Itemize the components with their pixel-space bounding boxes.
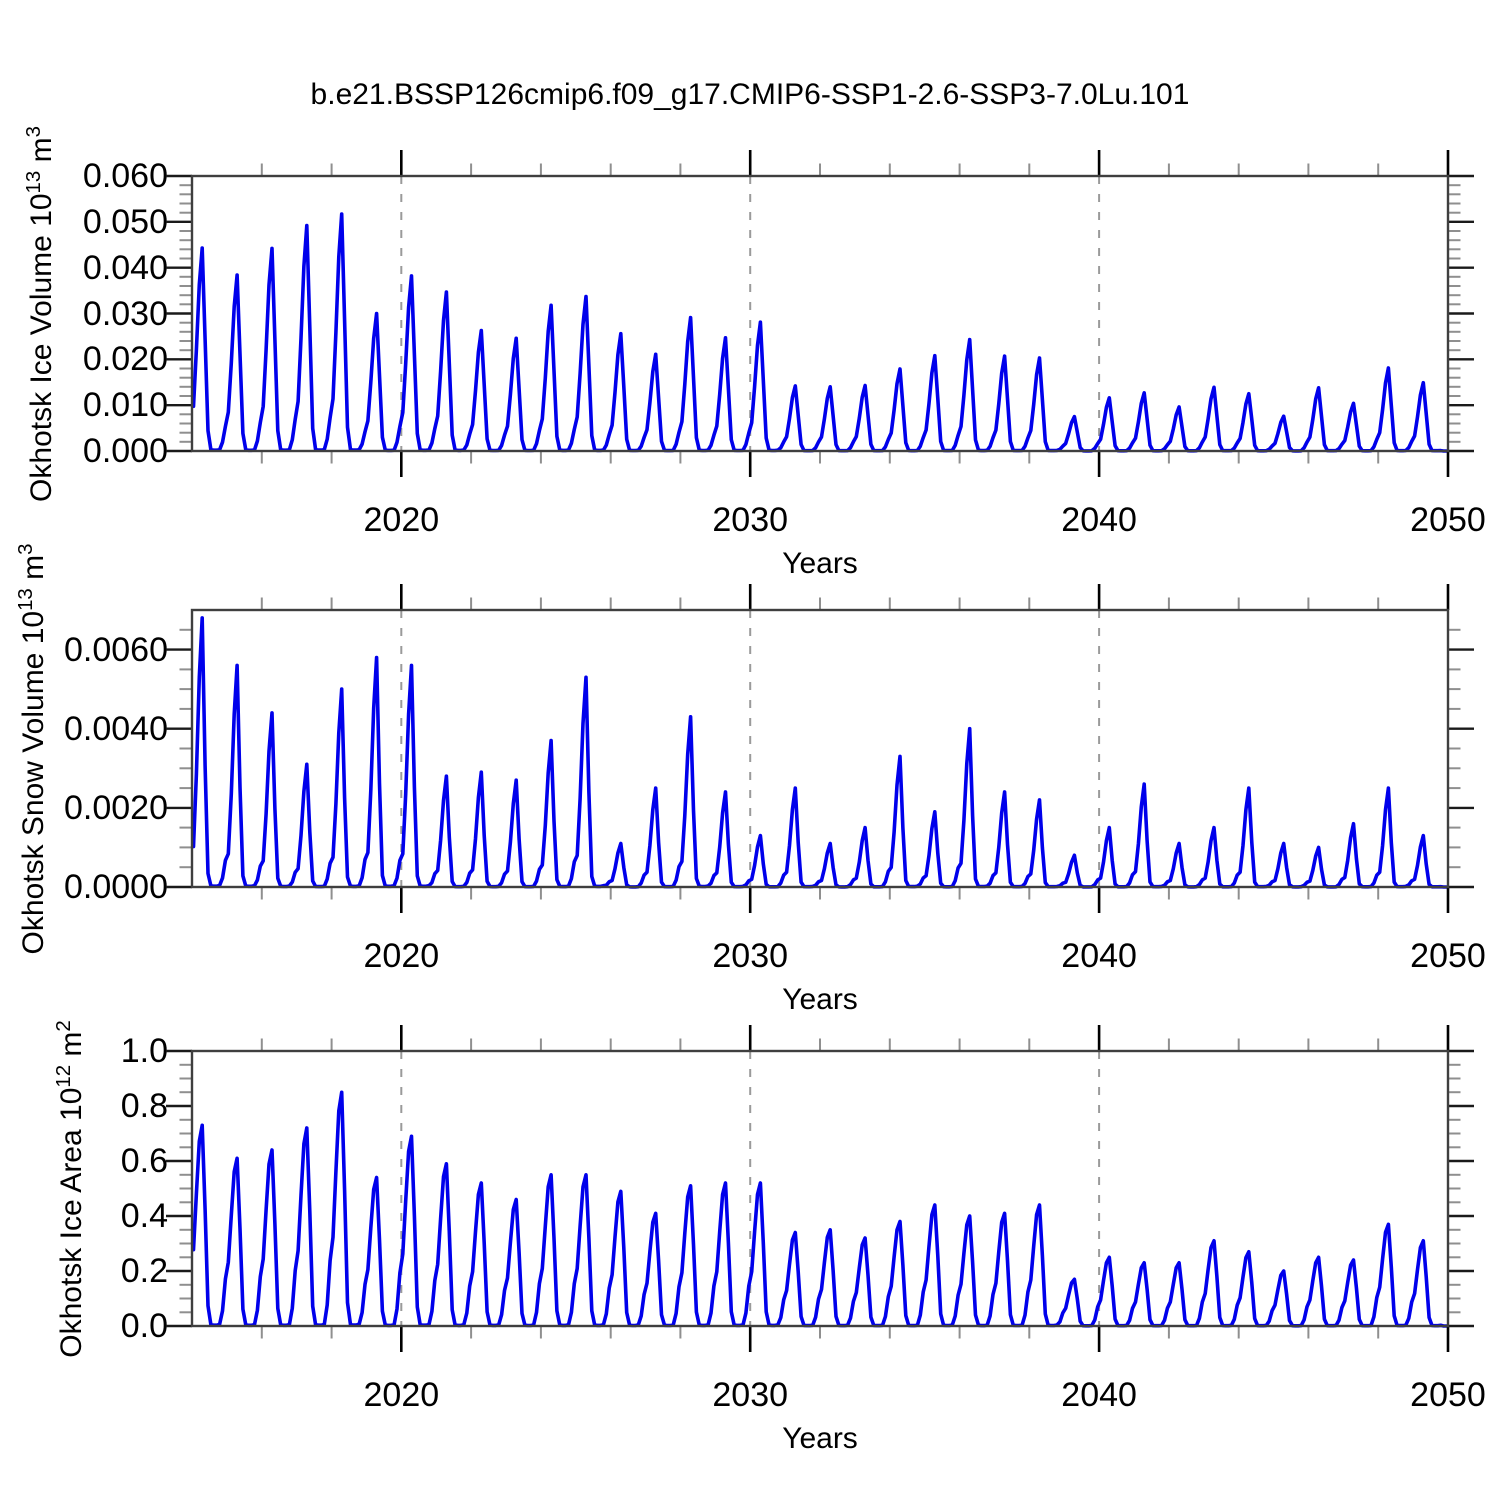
x-tick-label: 2020 bbox=[363, 501, 440, 539]
superscript: 13 bbox=[15, 587, 37, 611]
y-tick-label: 0.000 bbox=[82, 432, 168, 470]
y-tick-label: 0.4 bbox=[120, 1197, 168, 1235]
plot-frame bbox=[190, 174, 1450, 453]
y-tick-label: 0.0000 bbox=[64, 868, 168, 906]
plot-frame bbox=[190, 1049, 1450, 1328]
x-tick-label: 2020 bbox=[363, 937, 440, 975]
x-tick-label: 2040 bbox=[1061, 1376, 1137, 1414]
figure-title: b.e21.BSSP126cmip6.f09_g17.CMIP6-SSP1-2.… bbox=[310, 78, 1190, 111]
y-tick-label: 0.0020 bbox=[64, 788, 168, 827]
superscript: 3 bbox=[15, 543, 37, 555]
y-tick-label: 0.0 bbox=[120, 1307, 168, 1345]
x-tick-label: 2050 bbox=[1410, 501, 1486, 539]
x-tick-label: 2030 bbox=[712, 501, 789, 539]
y-tick-label: 0.6 bbox=[120, 1142, 168, 1180]
panel-2-plot bbox=[166, 584, 1474, 913]
x-tick-label: 2020 bbox=[363, 1376, 440, 1414]
panel-2-xaxis-title: Years bbox=[782, 983, 858, 1016]
panel-3-yaxis-title: Okhotsk Ice Area 1012 m2 bbox=[45, 889, 88, 1489]
x-tick-label: 2050 bbox=[1410, 1376, 1486, 1414]
panel-2-yaxis-title: Okhotsk Snow Volume 1013 m3 bbox=[7, 449, 50, 1049]
y-tick-label: 0.040 bbox=[82, 248, 168, 287]
y-tick-label: 0.030 bbox=[82, 294, 168, 333]
x-tick-label: 2040 bbox=[1061, 501, 1137, 539]
y-tick-label: 0.050 bbox=[82, 202, 168, 241]
y-tick-label: 0.8 bbox=[120, 1087, 168, 1125]
superscript: 3 bbox=[23, 125, 45, 137]
y-tick-label: 0.010 bbox=[82, 386, 168, 425]
y-tick-label: 0.0060 bbox=[64, 630, 168, 669]
data-line bbox=[191, 616, 1449, 889]
x-tick-label: 2050 bbox=[1410, 937, 1486, 975]
superscript: 2 bbox=[53, 1019, 75, 1032]
y-tick-label: 0.0040 bbox=[64, 709, 168, 748]
panel-3-plot bbox=[166, 1025, 1474, 1352]
data-line bbox=[191, 212, 1449, 453]
y-tick-label: 0.020 bbox=[82, 340, 168, 379]
y-tick-label: 1.0 bbox=[120, 1032, 168, 1070]
x-tick-label: 2040 bbox=[1061, 937, 1137, 975]
y-tick-label: 0.2 bbox=[120, 1252, 168, 1290]
y-tick-label: 0.060 bbox=[82, 157, 168, 195]
label-text: m bbox=[17, 554, 50, 588]
panel-1-xaxis-title: Years bbox=[782, 547, 858, 580]
panel-3-xaxis-title: Years bbox=[782, 1422, 858, 1455]
plot-frame bbox=[190, 608, 1450, 889]
data-line bbox=[191, 1090, 1449, 1328]
x-tick-label: 2030 bbox=[712, 937, 789, 975]
x-tick-label: 2030 bbox=[712, 1376, 789, 1414]
panel-1-plot bbox=[166, 150, 1474, 477]
